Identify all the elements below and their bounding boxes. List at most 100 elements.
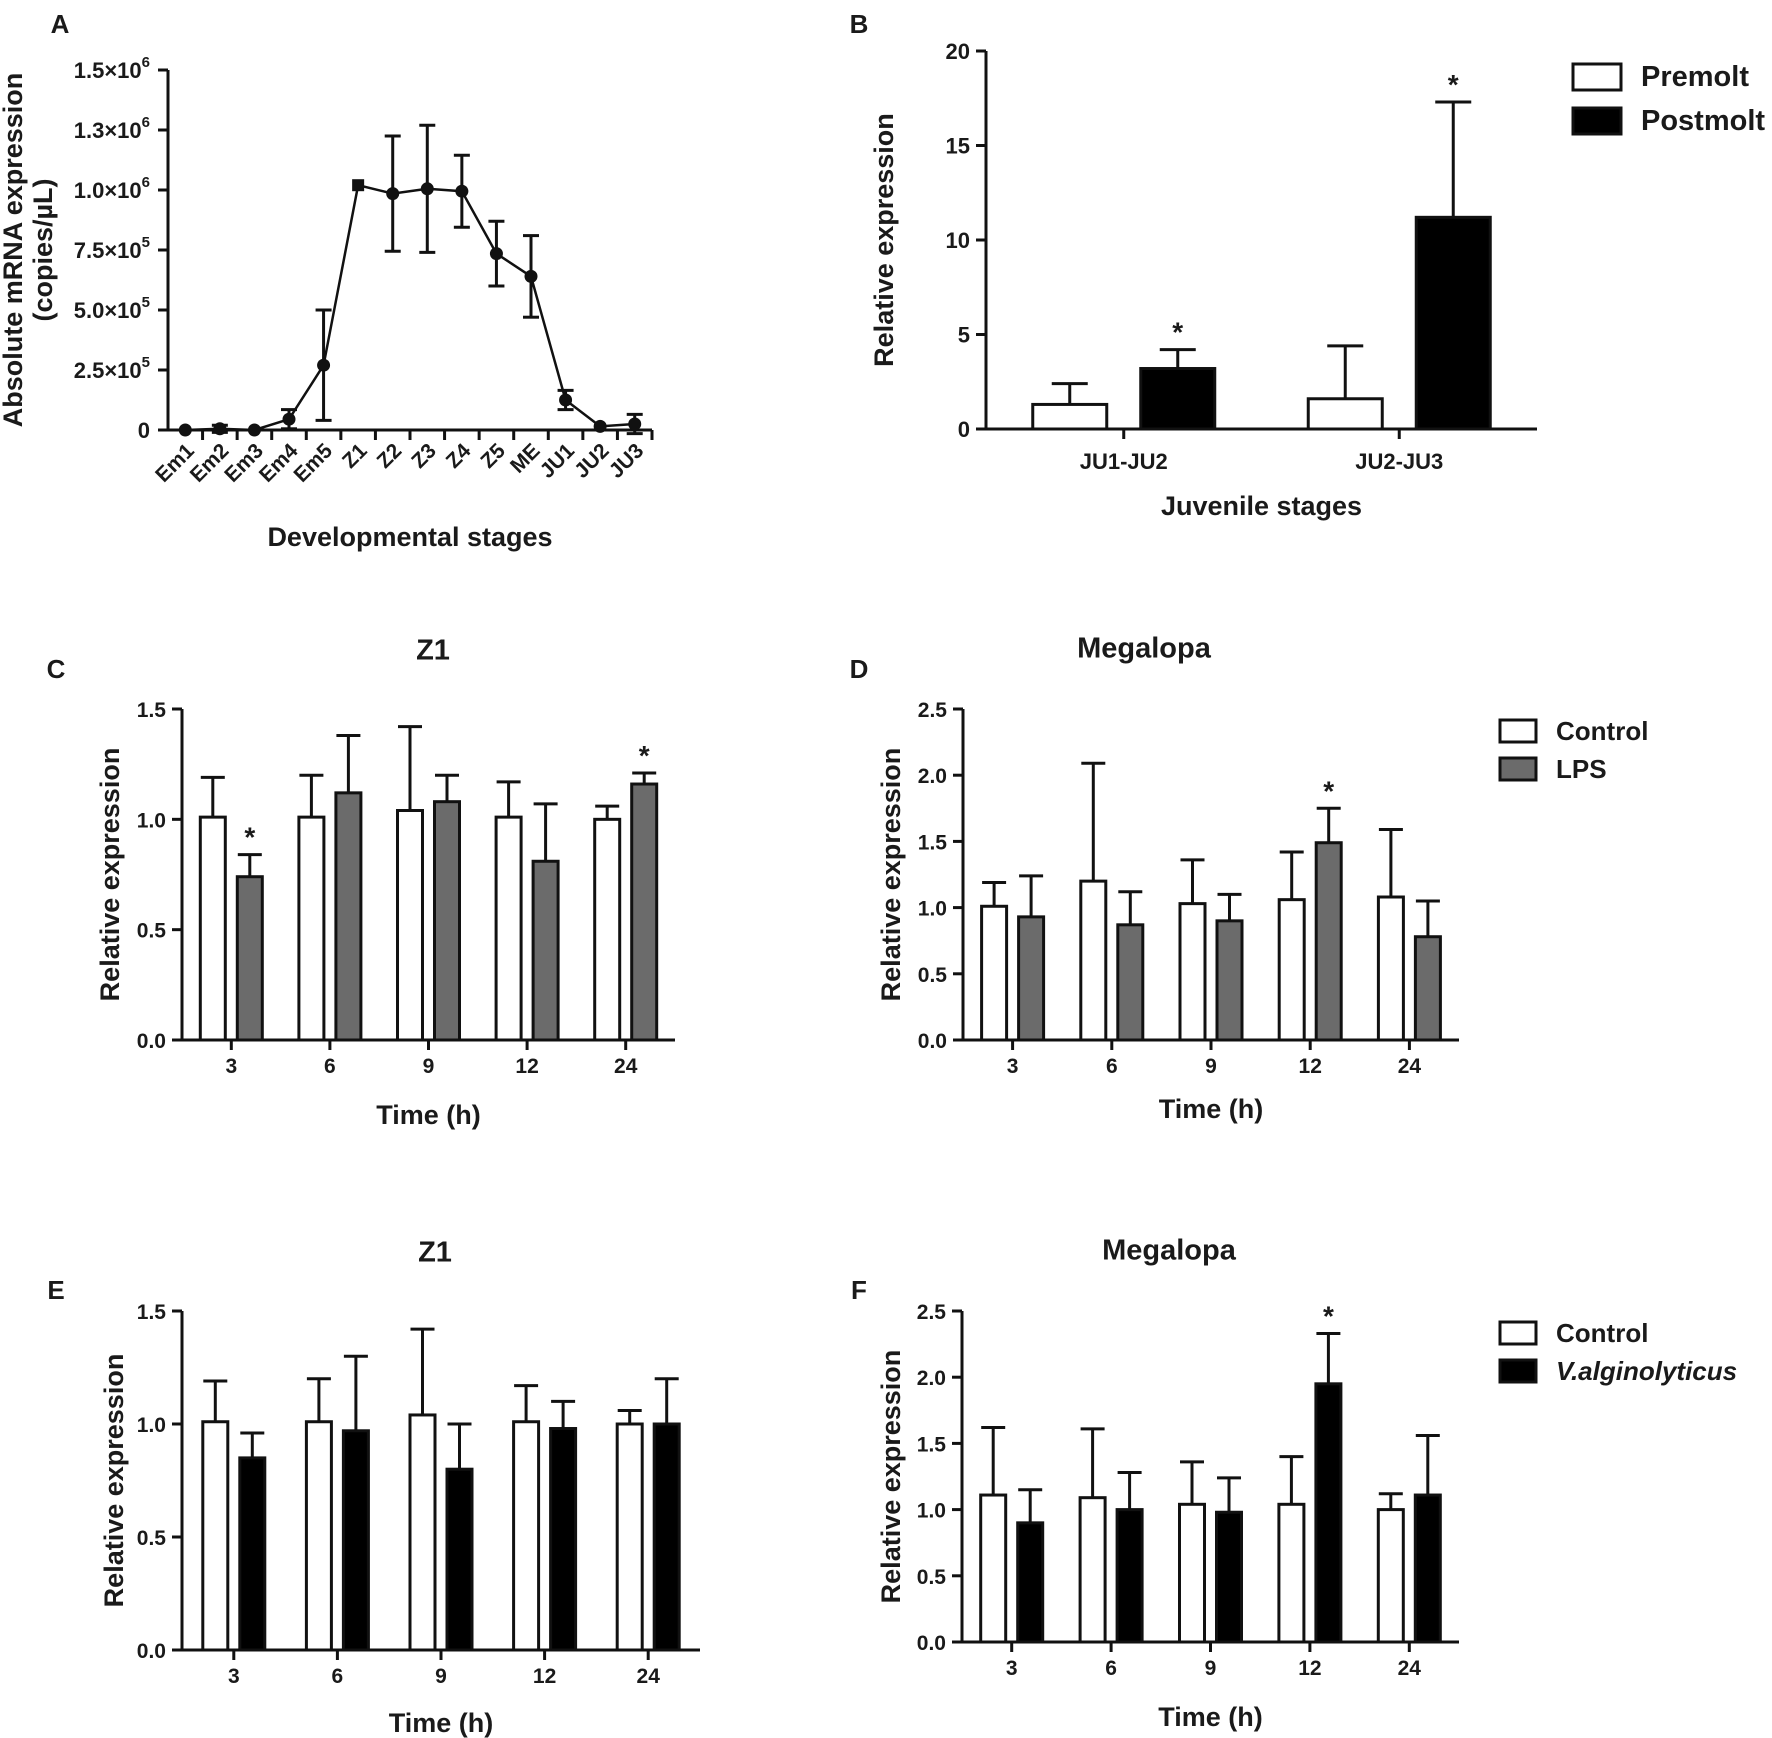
- y-tick-label-A-1: 2.5×105: [74, 354, 150, 383]
- bar-C-1-0: [235, 875, 264, 1042]
- x-tick-label-F-3: 12: [1298, 1657, 1321, 1680]
- panel-title-C: Z1: [416, 635, 450, 667]
- y-tick-label-F-0: 0.0: [917, 1632, 946, 1655]
- y-tick-mantissa-A-0: 0: [138, 418, 150, 443]
- significance-star-B-1-0: *: [1172, 317, 1183, 348]
- panel-title-F: Megalopa: [1102, 1235, 1237, 1267]
- panel-letter-C: C: [47, 654, 66, 684]
- data-point-A-0: [178, 423, 192, 437]
- legend-swatch-F-1: [1498, 1358, 1538, 1384]
- chart-D: D Megalopa 0.0 0.5 1.0 1.5 2.0 2.5 3 6 9 12 * 24 Time …: [850, 633, 1649, 1124]
- y-axis-title-A-line1: Absolute mRNA expression: [0, 73, 28, 428]
- y-tick-label-C-2: 1.0: [137, 809, 166, 832]
- x-tick-label-F-4: 24: [1398, 1657, 1422, 1680]
- bar-C-0-3: [494, 815, 523, 1042]
- y-tick-label-D-5: 2.5: [918, 699, 948, 722]
- x-tick-label-C-1: 6: [324, 1055, 336, 1078]
- y-tick-label-F-1: 0.5: [917, 1566, 947, 1589]
- y-axis-title-F: Relative expression: [876, 1350, 906, 1604]
- y-tick-label-C-1: 0.5: [137, 920, 167, 943]
- y-tick-label-F-4: 2.0: [917, 1367, 946, 1390]
- y-axis-title-B: Relative expression: [869, 113, 899, 367]
- data-point-A-8: [455, 184, 469, 198]
- panel-title-E: Z1: [418, 1237, 452, 1269]
- legend-label-D-1: LPS: [1556, 754, 1607, 784]
- x-tick-label-C-2: 9: [423, 1055, 435, 1078]
- significance-star-C-1-4: *: [639, 740, 650, 771]
- y-axis-title-C: Relative expression: [95, 748, 125, 1002]
- y-axis-title-A-line2: (copies/µL): [28, 178, 58, 321]
- y-tick-label-E-0: 0.0: [137, 1640, 166, 1663]
- legend-label-D-0: Control: [1556, 716, 1648, 746]
- y-tick-label-B-4: 20: [946, 39, 970, 64]
- bar-E-0-1: [304, 1420, 333, 1652]
- y-tick-label-A-2: 5.0×105: [74, 294, 150, 323]
- y-tick-label-A-5: 1.3×106: [74, 114, 150, 143]
- data-point-A-4: [317, 358, 331, 372]
- x-tick-label-E-1: 6: [332, 1665, 344, 1688]
- bar-D-0-4: [1376, 895, 1405, 1042]
- y-tick-label-F-3: 1.5: [917, 1433, 947, 1456]
- bar-C-1-1: [334, 791, 363, 1042]
- x-axis-title-A: Developmental stages: [267, 522, 552, 552]
- bar-E-1-0: [238, 1456, 267, 1652]
- y-tick-label-F-5: 2.5: [917, 1301, 947, 1324]
- bar-B-1-1: [1414, 215, 1492, 431]
- y-tick-label-C-3: 1.5: [137, 699, 167, 722]
- y-tick-mantissa-A-4: 1.0×10: [74, 178, 142, 203]
- bar-D-1-2: [1215, 919, 1244, 1042]
- bar-E-0-3: [512, 1420, 541, 1652]
- bar-F-1-4: [1413, 1493, 1442, 1644]
- x-tick-label-D-1: 6: [1106, 1055, 1118, 1078]
- y-tick-label-D-2: 1.0: [918, 898, 947, 921]
- bar-E-1-3: [549, 1427, 578, 1652]
- legend-swatch-B-0: [1571, 62, 1623, 92]
- bar-D-1-0: [1017, 915, 1046, 1042]
- bar-B-0-0: [1031, 402, 1109, 431]
- bar-E-0-4: [615, 1422, 644, 1652]
- significance-star-B-1-1: *: [1448, 69, 1459, 100]
- legend-label-B-1: Postmolt: [1641, 105, 1765, 137]
- panel-title-D: Megalopa: [1077, 633, 1212, 665]
- bar-E-1-4: [652, 1422, 681, 1652]
- data-point-A-13: [628, 417, 642, 431]
- bar-C-1-4: [630, 782, 659, 1042]
- y-tick-label-D-1: 0.5: [918, 964, 948, 987]
- y-tick-label-E-2: 1.0: [137, 1414, 166, 1437]
- bar-E-1-1: [341, 1429, 370, 1652]
- bar-F-0-2: [1178, 1502, 1206, 1644]
- bar-D-0-3: [1277, 898, 1306, 1042]
- panel-letter-E: E: [47, 1275, 64, 1305]
- bar-D-0-2: [1178, 902, 1207, 1042]
- bar-E-0-0: [201, 1420, 230, 1652]
- bar-C-0-0: [198, 815, 227, 1042]
- bar-F-1-0: [1016, 1521, 1045, 1644]
- x-tick-label-C-3: 12: [515, 1055, 538, 1078]
- x-tick-label-F-0: 3: [1006, 1657, 1018, 1680]
- bar-C-1-3: [531, 859, 560, 1042]
- data-point-A-12: [593, 419, 607, 433]
- x-tick-label-B-0: JU1-JU2: [1080, 449, 1168, 474]
- y-tick-label-D-0: 0.0: [918, 1030, 947, 1053]
- y-tick-label-B-1: 5: [958, 323, 970, 348]
- bar-D-0-1: [1079, 879, 1108, 1042]
- y-tick-label-D-4: 2.0: [918, 765, 947, 788]
- data-point-A-6: [386, 187, 400, 201]
- legend-label-F-0: Control: [1556, 1318, 1648, 1348]
- bar-F-1-3: [1314, 1382, 1343, 1644]
- x-tick-label-D-4: 24: [1398, 1055, 1422, 1078]
- y-tick-mantissa-A-2: 5.0×10: [74, 298, 142, 323]
- y-tick-mantissa-A-1: 2.5×10: [74, 358, 142, 383]
- y-axis-title-E: Relative expression: [99, 1354, 129, 1608]
- y-tick-label-A-0: 0: [138, 418, 150, 443]
- y-tick-mantissa-A-6: 1.5×10: [74, 58, 142, 83]
- bar-C-0-4: [593, 817, 622, 1042]
- x-tick-label-E-2: 9: [435, 1665, 447, 1688]
- y-axis-title-D: Relative expression: [876, 748, 906, 1002]
- panel-letter-D: D: [850, 654, 869, 684]
- significance-star-F-1-3: *: [1323, 1301, 1334, 1332]
- panel-letter-F: F: [851, 1275, 867, 1305]
- bar-C-0-1: [297, 815, 326, 1042]
- legend-swatch-D-0: [1498, 718, 1538, 744]
